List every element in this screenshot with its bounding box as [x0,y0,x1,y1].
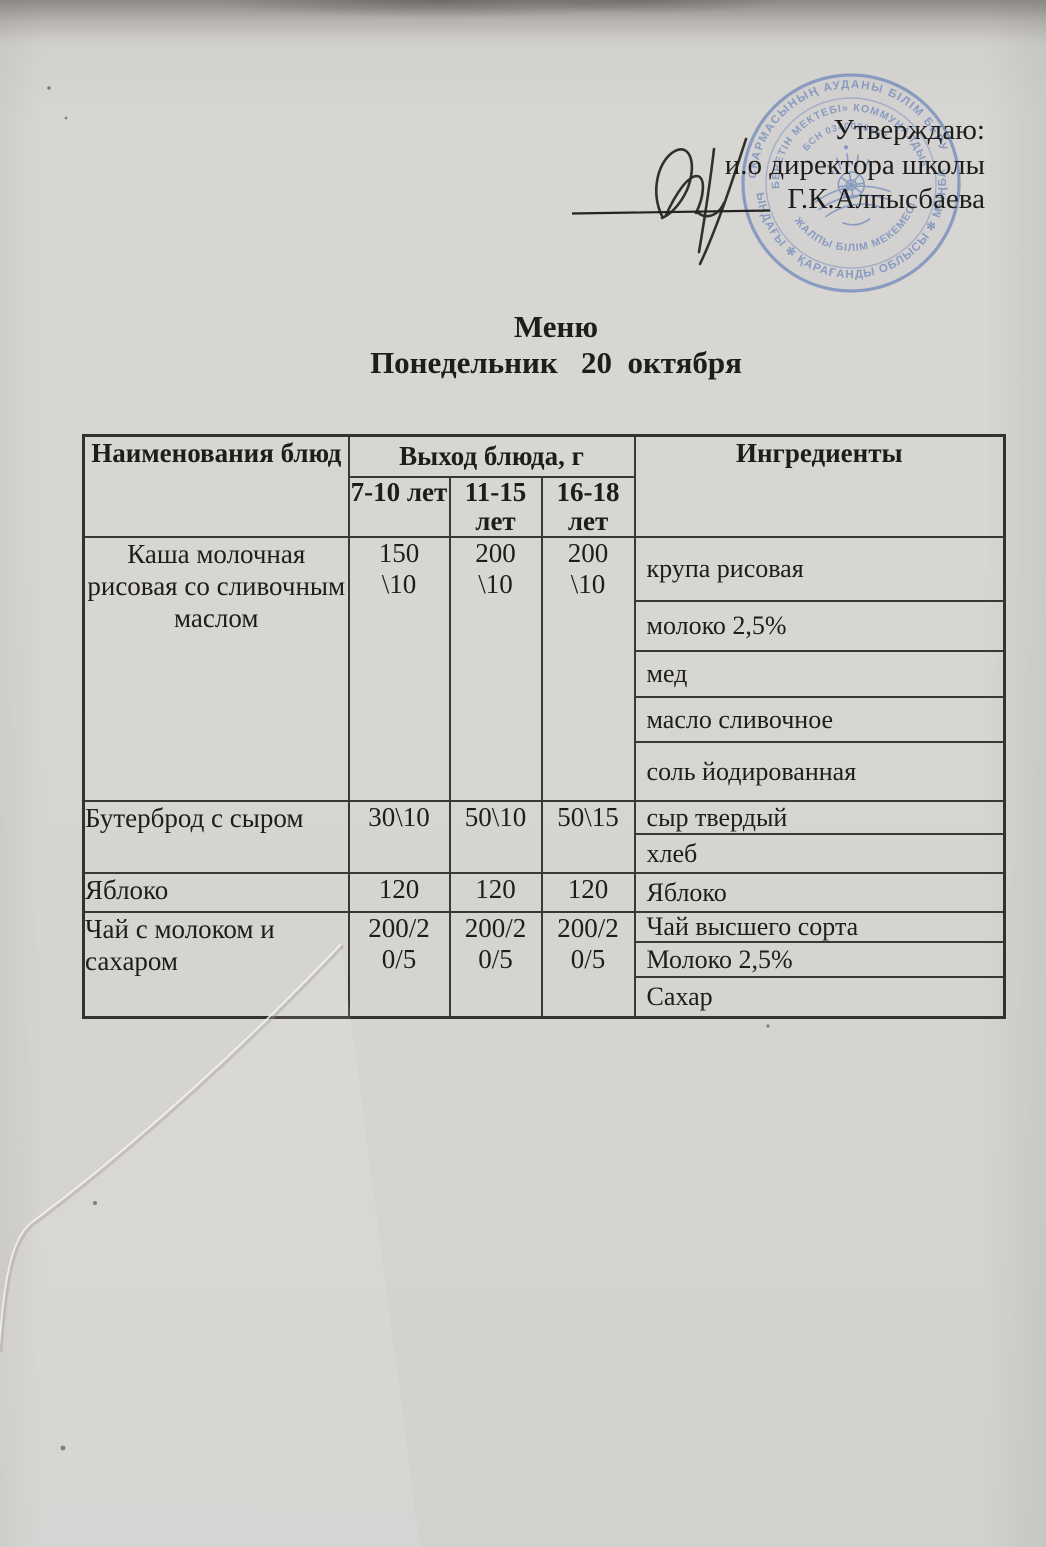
ingredient-item: Яблоко [646,877,727,907]
ingredient-item: молоко 2,5% [635,602,1004,652]
portion-7-10: 120 [347,872,451,913]
ingredient-item: сыр твердый [635,802,1004,835]
ingredient-item: масло сливочное [635,698,1004,743]
menu-row-kasha: Каша молочная рисовая со сливочным масло… [82,536,1006,802]
ingredients-cell: Чай высшего сорта Молоко 2,5% Сахар [633,911,1006,1019]
portion-11-15: 50\10 [448,800,543,874]
portion-7-10: 30\10 [347,800,451,874]
ingredients-cell: сыр твердый хлеб [633,800,1006,874]
table-header: Наименования блюд Выход блюда, г Ингреди… [82,434,1006,538]
menu-row-buterbrod: Бутерброд с сыром 30\10 50\10 50\15 сыр … [82,800,1006,874]
dish-name: Яблоко [82,872,350,913]
ingredient-item: мед [635,652,1004,698]
col-header-age-11-15: 11-15 лет [448,476,543,538]
col-header-age-7-10: 7-10 лет [347,476,451,538]
approval-approve-label: Утверждаю: [833,114,986,146]
ingredients-cell: Яблоко [633,872,1006,913]
portion-16-18: 200/2 0/5 [540,911,636,1019]
ingredient-item: хлеб [646,838,698,868]
menu-table: Наименования блюд Выход блюда, г Ингреди… [82,434,1007,1019]
portion-11-15: 200/2 0/5 [448,911,543,1019]
school-stamp: СҚАРМАСЫНЫҢ АУДАНЫ БІЛІМ БЕРУ АТЫНДАҒЫ ✻… [736,68,966,298]
dish-name: Чай с молоком и сахаром [82,911,350,1019]
approval-block: Утверждаю: и.о директора школы Г.К.Алпыс… [725,113,985,217]
stamp-emblem [814,145,891,226]
photo-top-shadow [0,0,1046,46]
paper-crease [0,943,420,1547]
col-header-dishes: Наименования блюд [82,434,350,538]
menu-row-yabloko: Яблоко 120 120 120 Яблоко [82,872,1006,913]
ingredients-cell: крупа рисовая молоко 2,5% мед масло слив… [633,536,1006,802]
menu-subtitle: Понедельник 20 октября [370,345,742,380]
ingredient-item: крупа рисовая [635,538,1004,602]
portion-16-18: 200 \10 [540,536,636,802]
portion-7-10: 200/2 0/5 [347,911,451,1019]
col-header-ingredients: Ингредиенты [633,434,1006,538]
ingredient-item: Молоко 2,5% [635,943,1004,978]
menu-row-chai: Чай с молоком и сахаром 200/2 0/5 200/2 … [82,911,1006,1019]
portion-16-18: 50\15 [540,800,636,874]
approval-name: Г.К.Алпысбаева [787,183,985,215]
col-header-age-16-18: 16-18 лет [540,476,636,538]
ingredient-item: Сахар [646,982,713,1011]
stamp-graphic: СҚАРМАСЫНЫҢ АУДАНЫ БІЛІМ БЕРУ АТЫНДАҒЫ ✻… [736,68,962,297]
title-block: Меню Понедельник 20 октября [0,309,1046,381]
approval-role: и.о директора школы [724,148,985,181]
dish-name: Бутерброд с сыром [82,800,350,874]
ingredient-item: соль йодированная [646,756,857,786]
ingredient-item: Чай высшего сорта [635,912,1004,943]
col-header-output: Выход блюда, г [347,434,636,478]
portion-16-18: 120 [540,872,636,913]
portion-11-15: 120 [448,872,543,913]
dish-name: Каша молочная рисовая со сливочным масло… [82,536,350,802]
portion-11-15: 200 \10 [448,536,543,802]
menu-title: Меню [513,309,599,344]
portion-7-10: 150 \10 [347,536,451,802]
